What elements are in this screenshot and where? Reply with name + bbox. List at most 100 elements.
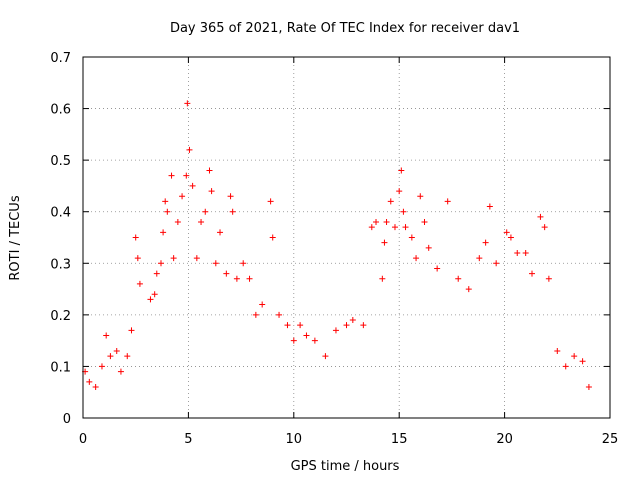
data-point xyxy=(227,193,234,200)
data-point xyxy=(117,368,124,375)
y-tick-label: 0.2 xyxy=(50,309,71,324)
data-point xyxy=(246,275,253,282)
x-tick-label: 0 xyxy=(79,432,87,447)
data-point xyxy=(183,172,190,179)
data-point xyxy=(476,255,483,262)
data-point xyxy=(421,219,428,226)
data-point xyxy=(184,100,191,107)
data-point xyxy=(202,208,209,215)
data-point xyxy=(322,353,329,360)
data-point xyxy=(189,182,196,189)
data-points xyxy=(82,100,592,391)
data-point xyxy=(303,332,310,339)
data-point xyxy=(408,234,415,241)
data-point xyxy=(360,322,367,329)
y-tick-label: 0.1 xyxy=(50,360,71,375)
data-point xyxy=(198,219,205,226)
data-point xyxy=(86,378,93,385)
data-point xyxy=(92,384,99,391)
data-point xyxy=(128,327,135,334)
data-point xyxy=(402,224,409,231)
x-tick-label: 15 xyxy=(391,432,408,447)
data-point xyxy=(212,260,219,267)
data-point xyxy=(503,229,510,236)
x-tick-label: 20 xyxy=(496,432,513,447)
data-point xyxy=(554,347,561,354)
data-point xyxy=(134,255,141,262)
data-point xyxy=(545,275,552,282)
y-tick-label: 0.3 xyxy=(50,257,71,272)
data-point xyxy=(136,280,143,287)
data-point xyxy=(413,255,420,262)
data-point xyxy=(107,353,114,360)
data-point xyxy=(493,260,500,267)
data-point xyxy=(396,188,403,195)
data-point xyxy=(486,203,493,210)
y-tick-label: 0.7 xyxy=(50,51,71,66)
data-point xyxy=(269,234,276,241)
axis-ticks: 0 5 10 15 20 25 0 0.1 0.2 0.3 0.4 0.5 0.6 0.7 xyxy=(50,51,618,447)
x-tick-label: 10 xyxy=(286,432,303,447)
data-point xyxy=(290,337,297,344)
y-tick-label: 0.4 xyxy=(50,206,71,221)
data-point xyxy=(343,322,350,329)
data-point xyxy=(381,239,388,246)
data-point xyxy=(240,260,247,267)
data-point xyxy=(400,208,407,215)
data-point xyxy=(311,337,318,344)
y-tick-label: 0 xyxy=(63,412,71,427)
data-point xyxy=(514,249,521,256)
data-point xyxy=(157,260,164,267)
y-tick-label: 0.5 xyxy=(50,154,71,169)
data-point xyxy=(465,286,472,293)
data-point xyxy=(349,317,356,324)
data-point xyxy=(537,213,544,220)
data-point xyxy=(113,347,120,354)
data-point xyxy=(276,311,283,318)
data-point xyxy=(284,322,291,329)
data-point xyxy=(297,322,304,329)
data-point xyxy=(507,234,514,241)
data-point xyxy=(444,198,451,205)
data-point xyxy=(332,327,339,334)
data-point xyxy=(124,353,131,360)
data-point xyxy=(229,208,236,215)
data-point xyxy=(434,265,441,272)
data-point xyxy=(391,224,398,231)
y-axis-label: ROTI / TECUs xyxy=(8,195,23,280)
data-point xyxy=(223,270,230,277)
data-point xyxy=(193,255,200,262)
data-point xyxy=(541,224,548,231)
data-point xyxy=(373,219,380,226)
data-point xyxy=(417,193,424,200)
data-point xyxy=(425,244,432,251)
data-point xyxy=(455,275,462,282)
data-point xyxy=(398,167,405,174)
data-point xyxy=(522,249,529,256)
data-point xyxy=(233,275,240,282)
data-point xyxy=(103,332,110,339)
chart-title: Day 365 of 2021, Rate Of TEC Index for r… xyxy=(170,21,520,36)
data-point xyxy=(387,198,394,205)
data-point xyxy=(179,193,186,200)
data-point xyxy=(151,291,158,298)
data-point xyxy=(98,363,105,370)
data-point xyxy=(208,188,215,195)
x-axis-label: GPS time / hours xyxy=(291,459,400,474)
data-point xyxy=(168,172,175,179)
data-point xyxy=(562,363,569,370)
data-point xyxy=(160,229,167,236)
data-point xyxy=(153,270,160,277)
data-point xyxy=(162,198,169,205)
x-tick-label: 5 xyxy=(184,432,192,447)
data-point xyxy=(571,353,578,360)
data-point xyxy=(529,270,536,277)
data-point xyxy=(379,275,386,282)
data-point xyxy=(259,301,266,308)
data-point xyxy=(206,167,213,174)
data-point xyxy=(368,224,375,231)
data-point xyxy=(252,311,259,318)
data-point xyxy=(579,358,586,365)
